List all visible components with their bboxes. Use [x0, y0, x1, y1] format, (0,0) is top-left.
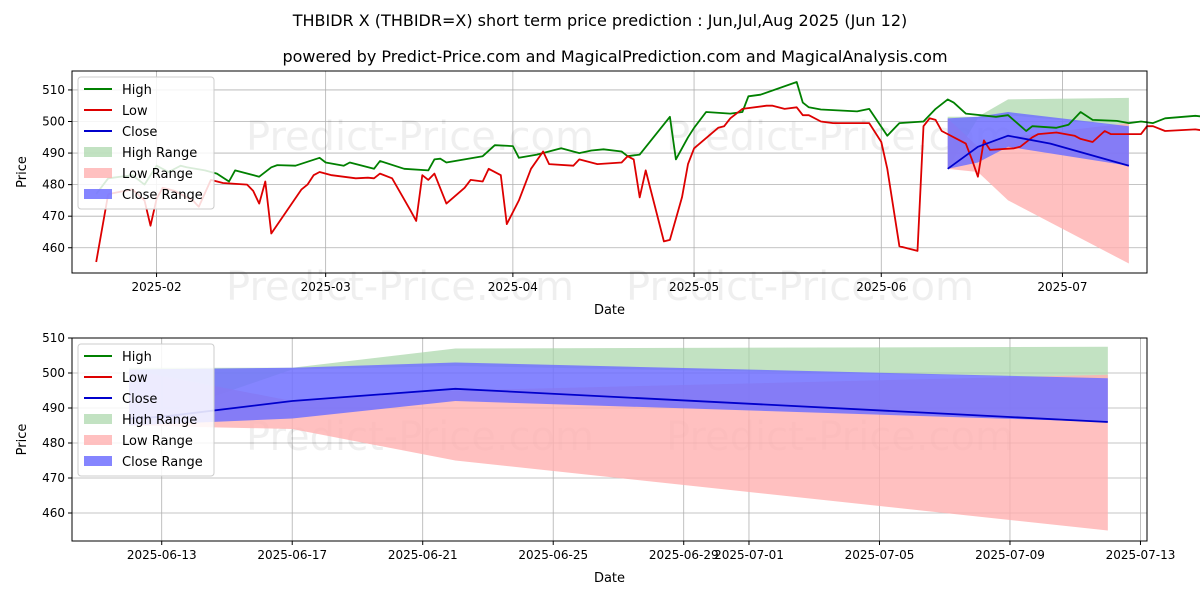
legend-label: Close — [122, 392, 157, 407]
watermark-text: Predict-Price.com — [246, 114, 594, 160]
x-tick-label: 2025-07-09 — [975, 548, 1045, 562]
top-panel: Predict-Price.com Predict-Price.com Predic… — [15, 70, 1200, 318]
watermark-text: Predict-Price.com — [626, 264, 974, 310]
y-tick-label: 500 — [42, 115, 65, 129]
legend-label: Low Range — [122, 167, 193, 182]
legend-swatch — [84, 189, 112, 199]
legend-swatch — [84, 456, 112, 466]
x-tick-label: 2025-03 — [301, 280, 351, 294]
low-series-line — [95, 104, 1200, 263]
x-tick-label: 2025-07 — [1037, 280, 1087, 294]
legend-label: Low — [122, 104, 148, 119]
y-tick-label: 470 — [42, 209, 65, 223]
x-axis-label: Date — [594, 571, 625, 586]
chart-title: THBIDR X (THBIDR=X) short term price pre… — [292, 11, 908, 30]
high-series-line — [95, 81, 1200, 195]
x-tick-label: 2025-05 — [669, 280, 719, 294]
watermark-text: Predict-Price.com — [226, 264, 574, 310]
legend-swatch — [84, 168, 112, 178]
x-tick-label: 2025-06-25 — [518, 548, 588, 562]
y-tick-label: 470 — [42, 471, 65, 485]
y-axis-label: Price — [15, 156, 30, 188]
legend-label: High — [122, 350, 152, 365]
legend-label: Low — [122, 371, 148, 386]
y-tick-label: 490 — [42, 401, 65, 415]
legend-label: High — [122, 83, 152, 98]
legend-label: Close Range — [122, 188, 203, 203]
y-tick-label: 460 — [42, 241, 65, 255]
x-tick-label: 2025-07-01 — [714, 548, 784, 562]
x-axis-label: Date — [594, 303, 625, 318]
y-tick-label: 480 — [42, 178, 65, 192]
y-tick-label: 480 — [42, 436, 65, 450]
legend-label: Close Range — [122, 455, 203, 470]
x-tick-label: 2025-06-21 — [388, 548, 458, 562]
y-tick-label: 510 — [42, 83, 65, 97]
x-tick-label: 2025-02 — [131, 280, 181, 294]
y-tick-label: 510 — [42, 331, 65, 345]
legend-swatch — [84, 414, 112, 424]
legend-label: High Range — [122, 413, 197, 428]
x-tick-label: 2025-06-29 — [649, 548, 719, 562]
plot-frame — [71, 337, 1148, 542]
y-tick-label: 500 — [42, 366, 65, 380]
x-tick-label: 2025-07-05 — [845, 548, 915, 562]
legend-swatch — [84, 435, 112, 445]
plot-frame — [71, 70, 1148, 274]
y-tick-label: 460 — [42, 506, 65, 520]
y-tick-label: 490 — [42, 146, 65, 160]
x-tick-label: 2025-06-13 — [127, 548, 197, 562]
bottom-panel: Predict-Price.comPredict-Price.com2025-0… — [15, 331, 1175, 586]
legend-label: High Range — [122, 146, 197, 161]
x-tick-label: 2025-07-13 — [1106, 548, 1176, 562]
legend-label: Close — [122, 125, 157, 140]
close-series-line — [947, 134, 1130, 170]
legend-label: Low Range — [122, 434, 193, 449]
x-tick-label: 2025-06 — [856, 280, 906, 294]
chart-subtitle: powered by Predict-Price.com and Magical… — [282, 47, 947, 66]
x-tick-label: 2025-06-17 — [257, 548, 327, 562]
x-tick-label: 2025-04 — [488, 280, 538, 294]
y-axis-label: Price — [15, 424, 30, 456]
legend-swatch — [84, 147, 112, 157]
